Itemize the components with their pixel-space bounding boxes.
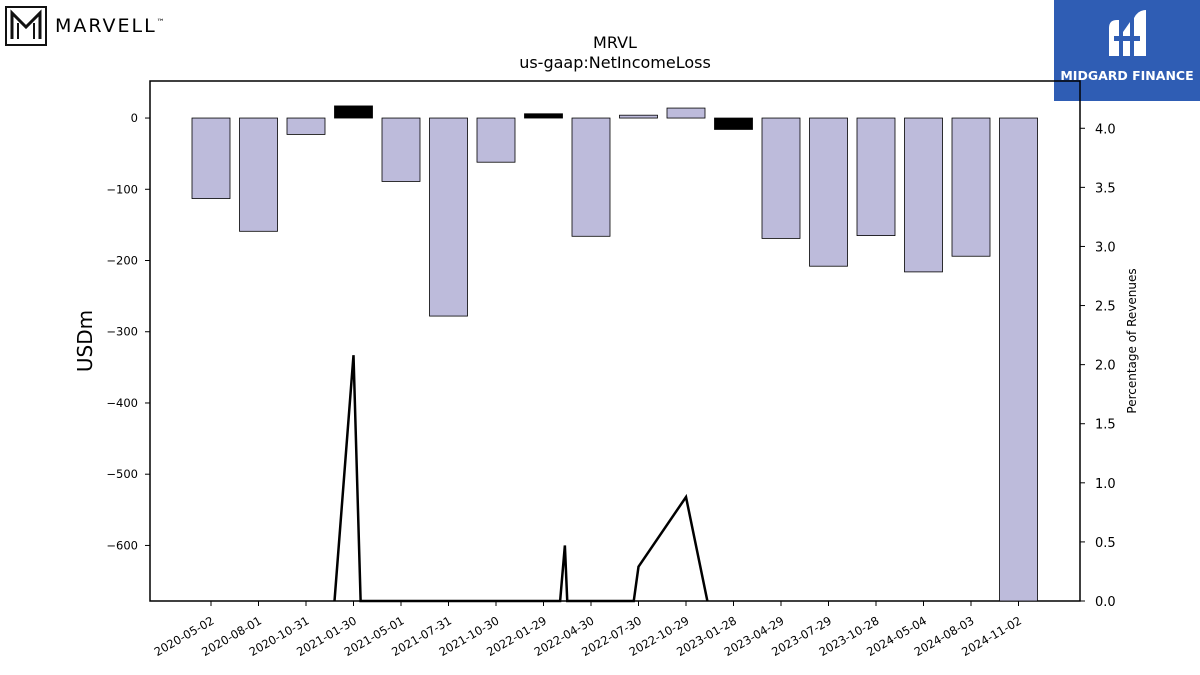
bar-2021-01-30 [334, 105, 373, 119]
y2-tick-label: 1.0 [1095, 477, 1116, 492]
bar-2023-04-29 [761, 117, 801, 239]
chart-subtitle: us-gaap:NetIncomeLoss [519, 53, 711, 72]
bar-2020-05-02 [191, 117, 231, 199]
y-tick-label: −100 [106, 182, 138, 196]
bar-2021-05-01 [381, 117, 421, 182]
y2-tick-label: 0.5 [1095, 536, 1116, 551]
y2-tick-label: 0.0 [1095, 595, 1116, 610]
bar-2022-01-29 [524, 113, 563, 119]
bar-2021-10-30 [476, 117, 516, 163]
y-tick-label: −200 [106, 254, 138, 268]
marvell-brand: MARVELL™ [5, 6, 167, 46]
percentage-line [333, 355, 709, 603]
y2-tick-label: 1.5 [1095, 418, 1116, 433]
bar-2024-05-04 [904, 117, 943, 273]
chart-title: MRVL [593, 33, 637, 52]
midgard-logo-icon [1109, 10, 1146, 56]
y2-tick-label: 3.0 [1095, 240, 1116, 255]
bar-2023-10-28 [856, 117, 896, 236]
bar-2020-10-31 [286, 117, 326, 135]
y-tick-label: −300 [106, 325, 138, 339]
y2-tick-label: 4.0 [1095, 122, 1116, 137]
y2-tick-label: 2.5 [1095, 300, 1116, 315]
y-axis-label: USDm [73, 310, 97, 372]
y-tick-label: −400 [106, 396, 138, 410]
bar-2023-01-28 [714, 117, 753, 130]
bar-2020-08-01 [239, 117, 278, 232]
bar-2024-08-03 [951, 117, 991, 257]
y-tick-label: −500 [106, 467, 138, 481]
bar-2022-07-30 [619, 114, 658, 119]
midgard-brand: MIDGARD FINANCE [1054, 0, 1200, 101]
bar-2024-11-02 [999, 117, 1038, 602]
bar-2022-10-29 [666, 107, 706, 119]
bar-2021-07-31 [429, 117, 468, 317]
bar-2023-07-29 [809, 117, 848, 267]
y2-tick-label: 2.0 [1095, 359, 1116, 374]
bar-2022-04-30 [571, 117, 611, 237]
marvell-logo-icon [5, 6, 47, 46]
y2-tick-label: 3.5 [1095, 181, 1116, 196]
midgard-wordmark: MIDGARD FINANCE [1060, 68, 1194, 83]
y-tick-label: 0 [131, 111, 138, 125]
y2-axis-label: Percentage of Revenues [1125, 268, 1139, 413]
marvell-wordmark: MARVELL™ [55, 15, 167, 37]
y-tick-label: −600 [106, 538, 138, 552]
